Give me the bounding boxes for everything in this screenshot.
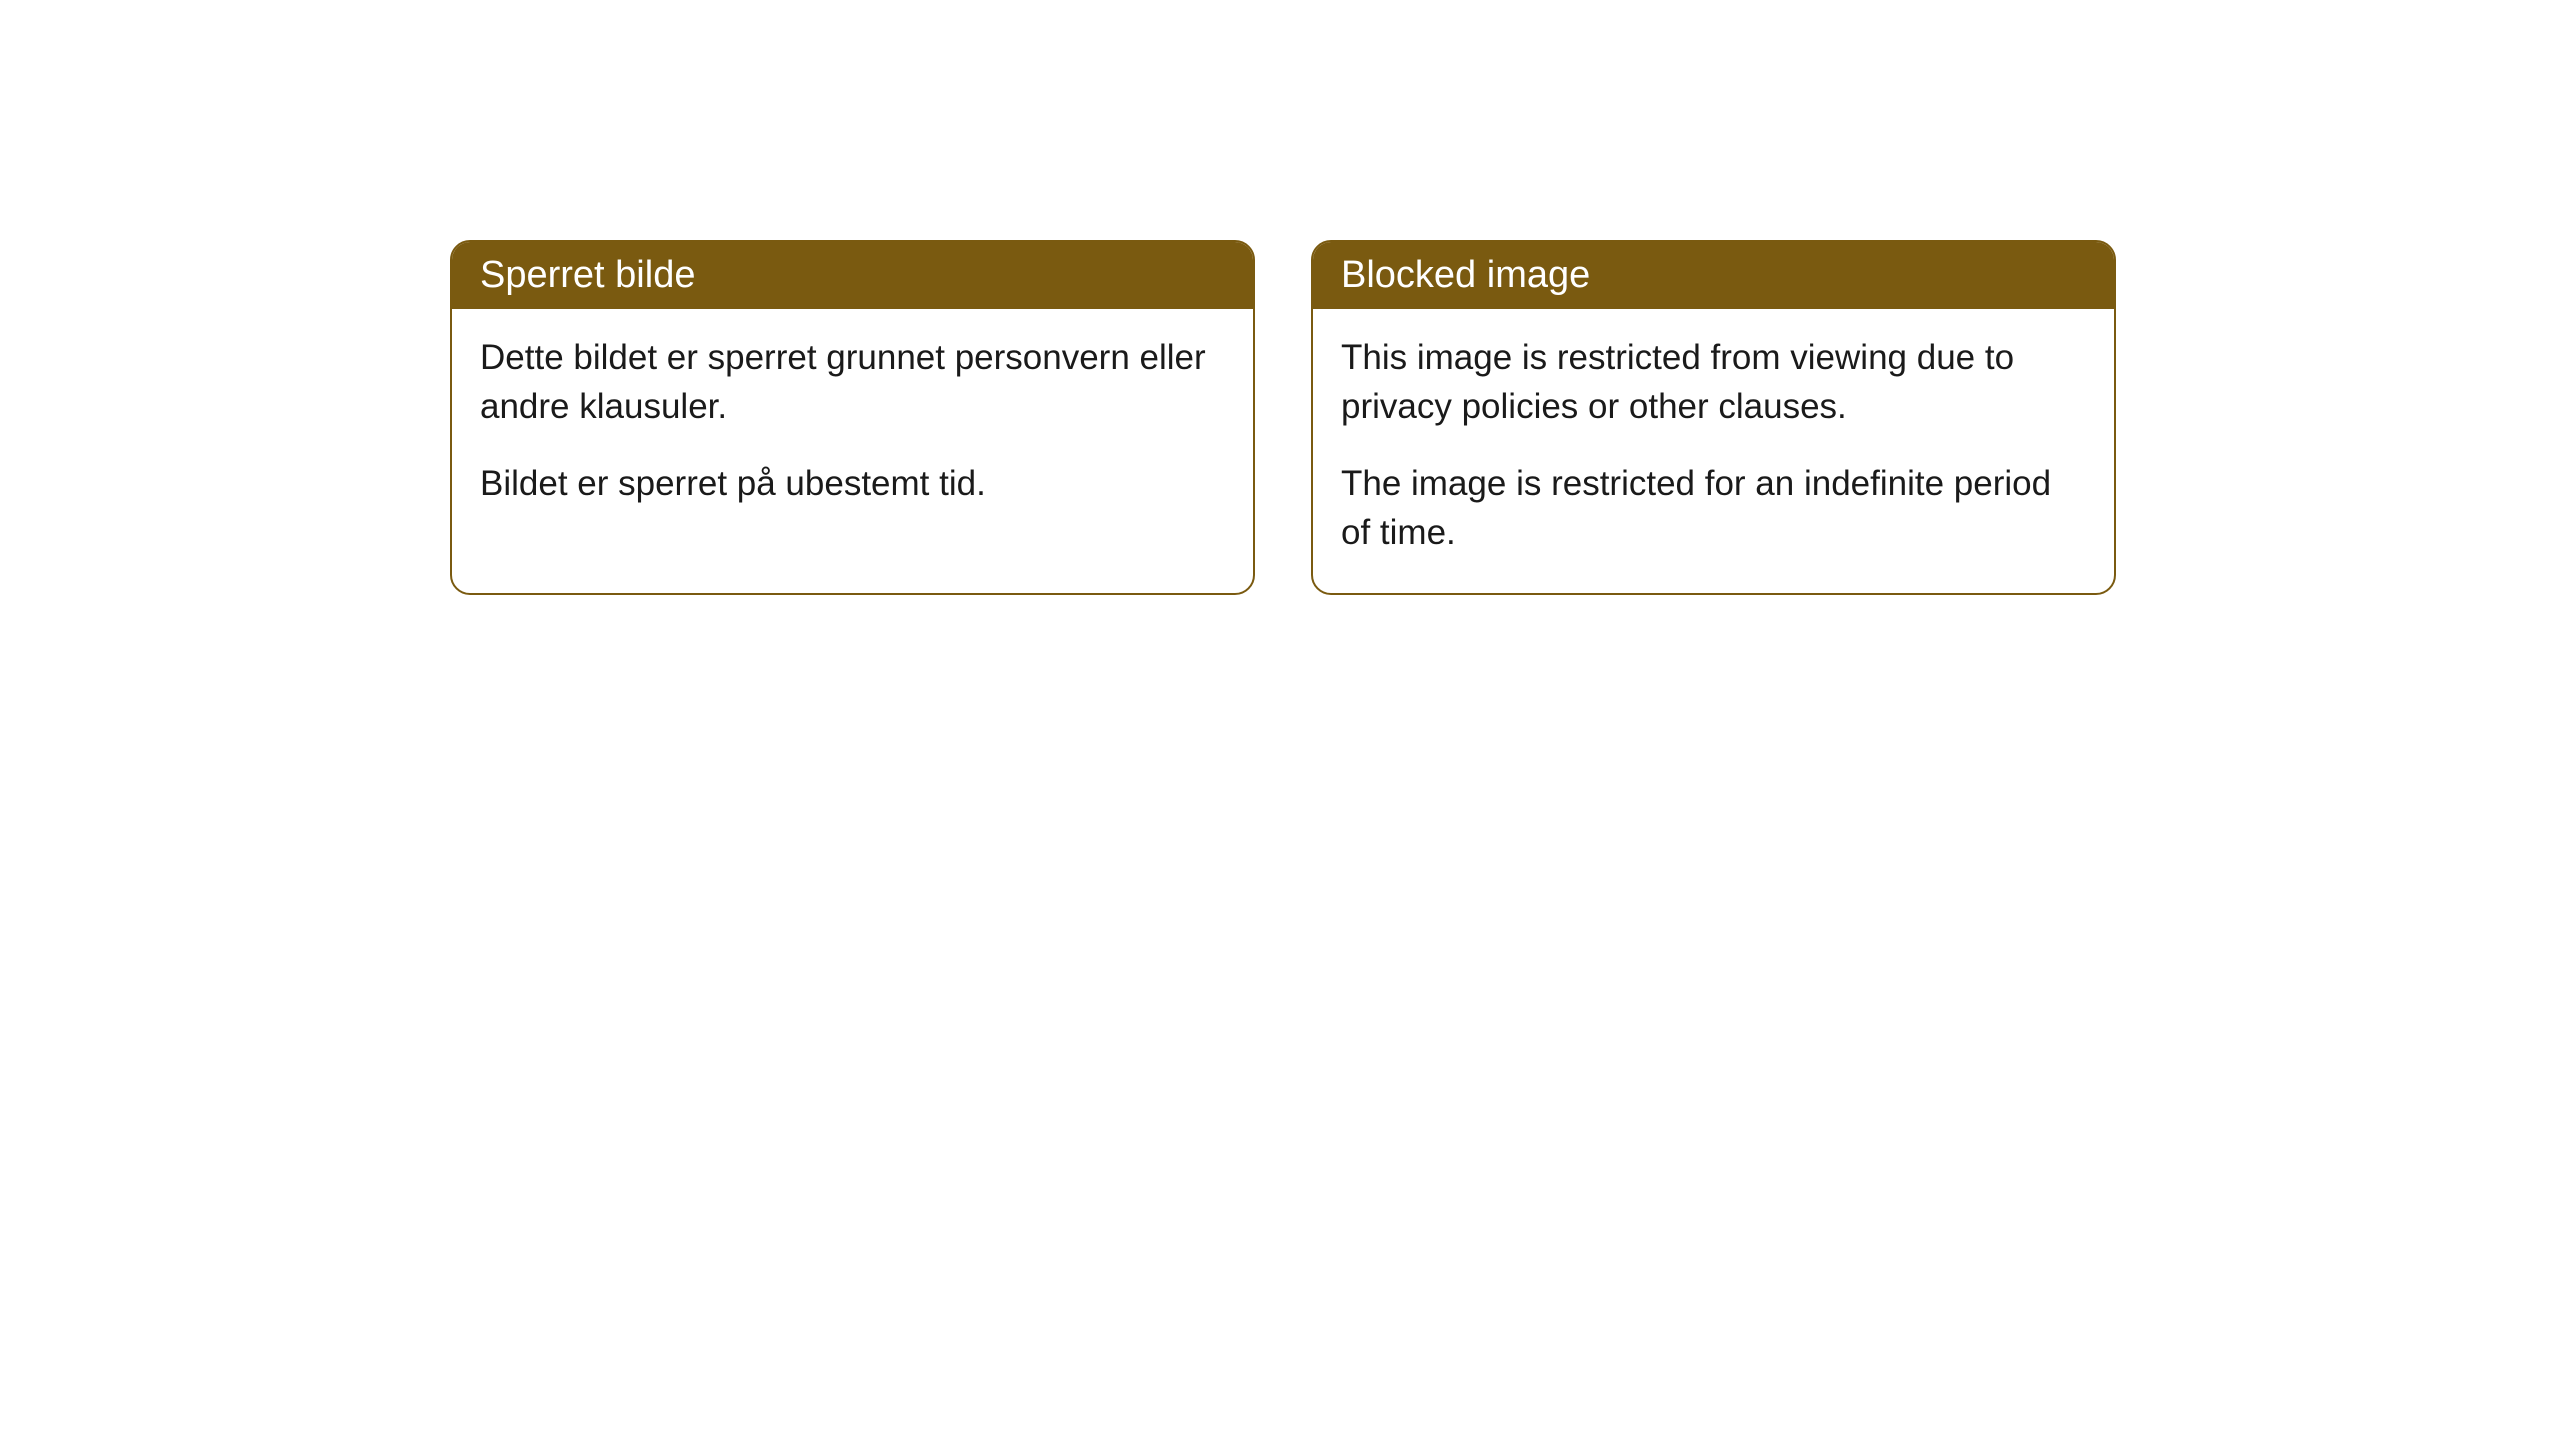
blocked-image-card-english: Blocked image This image is restricted f… — [1311, 240, 2116, 595]
card-body-english: This image is restricted from viewing du… — [1313, 309, 2114, 593]
blocked-image-card-norwegian: Sperret bilde Dette bildet er sperret gr… — [450, 240, 1255, 595]
card-paragraph: Dette bildet er sperret grunnet personve… — [480, 333, 1225, 431]
card-header-norwegian: Sperret bilde — [452, 242, 1253, 309]
notice-container: Sperret bilde Dette bildet er sperret gr… — [0, 0, 2560, 595]
card-paragraph: Bildet er sperret på ubestemt tid. — [480, 459, 1225, 508]
card-body-norwegian: Dette bildet er sperret grunnet personve… — [452, 309, 1253, 544]
card-paragraph: The image is restricted for an indefinit… — [1341, 459, 2086, 557]
card-title: Sperret bilde — [480, 254, 695, 296]
card-header-english: Blocked image — [1313, 242, 2114, 309]
card-paragraph: This image is restricted from viewing du… — [1341, 333, 2086, 431]
card-title: Blocked image — [1341, 254, 1590, 296]
